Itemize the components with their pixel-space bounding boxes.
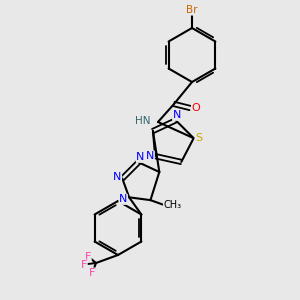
Text: N: N <box>136 152 145 162</box>
Text: O: O <box>192 103 200 113</box>
Text: N: N <box>146 151 154 161</box>
Text: N: N <box>119 194 127 204</box>
Text: F: F <box>85 252 91 262</box>
Text: Br: Br <box>186 5 198 15</box>
Text: S: S <box>195 133 202 143</box>
Text: F: F <box>89 268 95 278</box>
Text: CH₃: CH₃ <box>164 200 181 210</box>
Text: N: N <box>172 110 181 120</box>
Text: N: N <box>113 172 122 182</box>
Text: F: F <box>81 260 87 270</box>
Text: HN: HN <box>136 116 151 126</box>
